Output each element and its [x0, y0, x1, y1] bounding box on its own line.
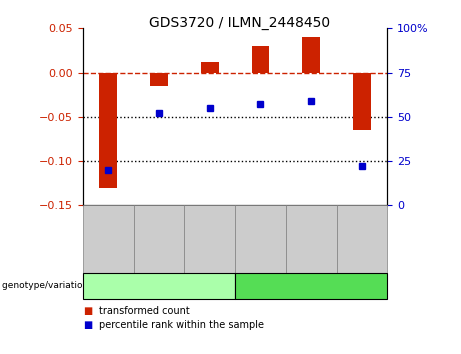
- Bar: [201, 62, 219, 73]
- Text: wild type: wild type: [134, 281, 184, 291]
- Text: genotype/variation ▶: genotype/variation ▶: [2, 281, 98, 290]
- Text: GSM518353: GSM518353: [205, 213, 214, 264]
- Bar: [353, 73, 371, 130]
- Text: GSM518354: GSM518354: [256, 213, 265, 264]
- Bar: [252, 46, 269, 73]
- Text: RORalpha1delDE: RORalpha1delDE: [264, 281, 359, 291]
- Text: transformed count: transformed count: [99, 306, 190, 316]
- Text: GSM518355: GSM518355: [307, 213, 316, 264]
- Text: GSM518352: GSM518352: [154, 213, 164, 264]
- Text: percentile rank within the sample: percentile rank within the sample: [99, 320, 264, 330]
- Bar: [150, 73, 168, 86]
- Text: ■: ■: [83, 320, 92, 330]
- Text: GSM518356: GSM518356: [357, 213, 366, 264]
- Text: GSM518351: GSM518351: [104, 213, 113, 264]
- Bar: [302, 37, 320, 73]
- Text: ■: ■: [83, 306, 92, 316]
- Text: GDS3720 / ILMN_2448450: GDS3720 / ILMN_2448450: [149, 16, 330, 30]
- Bar: [100, 73, 117, 188]
